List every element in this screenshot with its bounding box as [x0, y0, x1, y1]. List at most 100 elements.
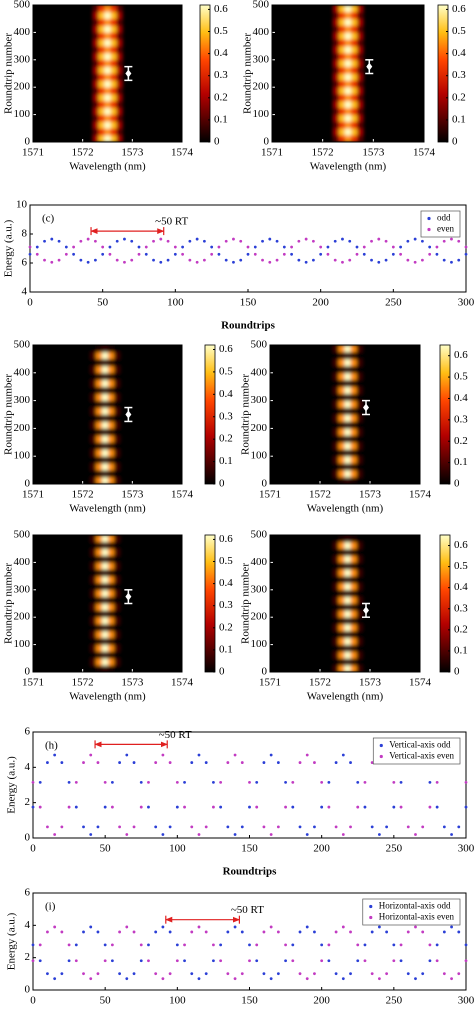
colorbar-tick-label: 0.5: [219, 555, 233, 567]
heatmap-cell: [344, 535, 351, 543]
heatmap-cell: [338, 121, 346, 129]
heatmap-cell: [332, 386, 339, 394]
data-point: [268, 260, 272, 264]
annotation-label: ~50 RT: [155, 216, 188, 228]
heatmap-cell: [107, 442, 115, 450]
data-point: [240, 761, 244, 764]
heatmap-cell: [104, 25, 111, 33]
heatmap-cell: [96, 610, 103, 618]
data-point: [108, 252, 112, 256]
heatmap-cell: [350, 407, 357, 415]
heatmap-cell: [344, 463, 351, 471]
data-point: [377, 237, 381, 241]
data-point: [168, 930, 172, 934]
annotation-label: ~50 RT: [159, 729, 192, 741]
data-point: [175, 780, 179, 784]
x-tick-label: 250: [386, 843, 403, 855]
heatmap-cell: [92, 135, 99, 142]
heatmap-cell: [104, 11, 111, 19]
heatmap-cell: [102, 576, 109, 584]
heatmap-cell: [110, 114, 117, 122]
y-tick-label: 100: [251, 638, 268, 650]
heatmap-cell: [107, 470, 115, 478]
y-tick-label: 2: [25, 951, 31, 963]
heatmap-cell: [92, 39, 99, 47]
heatmap-cell: [338, 32, 346, 40]
heatmap-cell: [332, 414, 339, 422]
heatmap-cell: [356, 400, 363, 408]
data-point: [421, 239, 424, 243]
heatmap-cell: [98, 5, 105, 13]
heatmap-cell: [338, 535, 345, 543]
data-point: [442, 258, 446, 262]
data-point: [82, 825, 85, 829]
data-point: [414, 925, 417, 929]
heatmap-cell: [96, 555, 103, 563]
heatmap-cell: [357, 25, 364, 33]
heatmap-cell: [351, 46, 358, 54]
heatmap-cell: [116, 114, 123, 122]
heatmap-cell: [90, 449, 97, 457]
heatmap-cell: [110, 73, 117, 81]
data-point: [399, 780, 403, 784]
heatmap-cell: [110, 107, 117, 115]
data-point: [139, 780, 143, 784]
legend-marker: [427, 227, 431, 232]
x-tick-label: 1572: [309, 489, 331, 501]
colorbar-tick-label: 0.2: [452, 91, 466, 103]
y-axis-label: Energy (a.u.): [3, 219, 15, 277]
x-tick-label: 250: [386, 995, 403, 1007]
heatmap-cell: [356, 637, 363, 645]
y-tick-label: 300: [14, 394, 31, 406]
colorbar-tick-label: 0.2: [214, 91, 228, 103]
heatmap-cell: [356, 603, 363, 611]
heatmap-cell: [338, 421, 345, 429]
data-point: [226, 825, 230, 829]
plot-frame: [32, 4, 183, 143]
data-point: [233, 977, 237, 981]
data-point: [144, 252, 148, 256]
heatmap-cell: [350, 449, 357, 457]
data-point: [255, 959, 259, 963]
heatmap-cell: [98, 80, 105, 88]
colorbar-tick-label: 0.4: [454, 392, 468, 404]
heatmap-cell: [356, 562, 363, 570]
y-tick-label: 6: [25, 887, 31, 899]
heatmap-cell: [332, 610, 339, 618]
y-tick-label: 500: [253, 0, 270, 11]
heatmap-cell: [338, 379, 345, 387]
heatmap-cell: [338, 555, 345, 563]
heatmap-cell: [332, 351, 339, 360]
heatmap-cell: [110, 121, 117, 129]
data-point: [203, 239, 206, 243]
period-label: ~50 RT: [145, 580, 157, 613]
heatmap-cell: [332, 5, 340, 13]
heatmap-cell: [113, 435, 121, 443]
data-point: [210, 252, 214, 256]
mode-label: odd: [398, 353, 415, 365]
heatmap-cell: [351, 73, 358, 81]
heatmap-cell: [104, 114, 111, 122]
heatmap-cell: [356, 407, 363, 415]
x-axis-label: Wavelength (nm): [307, 691, 384, 703]
data-point: [152, 239, 155, 243]
heatmap-cell: [90, 644, 97, 652]
heatmap-cell: [332, 630, 339, 639]
heatmap-cell: [332, 11, 340, 19]
heatmap-cell: [113, 456, 121, 464]
data-point: [35, 252, 39, 256]
heatmap-cell: [332, 80, 340, 88]
heatmap-cell: [90, 351, 97, 360]
heatmap-cell: [356, 477, 363, 484]
heatmap-cell: [350, 379, 357, 387]
data-point: [86, 260, 90, 264]
heatmap-cell: [113, 589, 121, 597]
data-point: [123, 237, 126, 241]
data-point: [262, 972, 266, 976]
heatmap-cell: [96, 576, 103, 584]
data-point: [197, 833, 201, 836]
data-point: [291, 780, 295, 784]
heatmap-cell: [107, 345, 115, 353]
x-tick-label: 200: [312, 297, 329, 309]
heatmap-cell: [356, 358, 363, 367]
